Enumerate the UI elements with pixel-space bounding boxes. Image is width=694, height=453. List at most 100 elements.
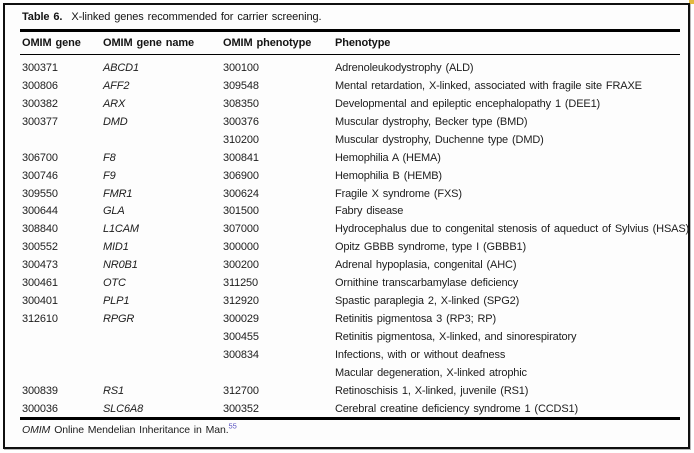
table-row: 300806 AFF2 309548 Mental retardation, X… xyxy=(22,77,680,95)
gene-name-cell: AFF2 xyxy=(103,79,130,92)
omim-gene-cell: 300036 xyxy=(22,402,58,415)
phenotype-cell: Hemophilia B (HEMB) xyxy=(335,169,442,182)
omim-phenotype-cell: 312920 xyxy=(223,295,259,308)
omim-phenotype-cell: 309548 xyxy=(223,79,259,92)
table-row: 300746 F9 306900 Hemophilia B (HEMB) xyxy=(22,167,680,185)
table-row: 310200 Muscular dystrophy, Duchenne type… xyxy=(22,131,680,149)
gene-name-cell: F8 xyxy=(103,151,116,164)
rule-below-header xyxy=(20,54,680,56)
omim-gene-cell: 300552 xyxy=(22,241,58,254)
omim-gene-cell: 308840 xyxy=(22,223,58,236)
omim-phenotype-cell: 300029 xyxy=(223,313,259,326)
phenotype-cell: Retinoschisis 1, X-linked, juvenile (RS1… xyxy=(335,384,529,397)
omim-gene-cell: 300377 xyxy=(22,115,58,128)
footnote-abbrev: OMIM xyxy=(22,424,51,436)
citation-link[interactable]: 55 xyxy=(228,421,237,431)
gene-name-cell: ABCD1 xyxy=(103,61,139,74)
phenotype-cell: Fabry disease xyxy=(335,205,404,218)
omim-phenotype-cell: 312700 xyxy=(223,384,259,397)
column-header-phenotype: Phenotype xyxy=(335,37,391,49)
phenotype-cell: Muscular dystrophy, Duchenne type (DMD) xyxy=(335,133,544,146)
omim-phenotype-cell: 311250 xyxy=(223,277,258,290)
omim-gene-cell: 300461 xyxy=(22,277,58,290)
omim-gene-cell: 300746 xyxy=(22,169,58,182)
phenotype-cell: Adrenoleukodystrophy (ALD) xyxy=(335,61,474,74)
omim-phenotype-cell: 300624 xyxy=(223,187,259,200)
table-row: 300401 PLP1 312920 Spastic paraplegia 2,… xyxy=(22,292,680,310)
omim-gene-cell: 300839 xyxy=(22,384,58,397)
gene-name-cell: L1CAM xyxy=(103,223,139,236)
table-row: 300473 NR0B1 300200 Adrenal hypoplasia, … xyxy=(22,256,680,274)
rule-below-title xyxy=(20,29,680,32)
phenotype-cell: Hydrocephalus due to congenital stenosis… xyxy=(335,223,690,236)
phenotype-cell: Opitz GBBB syndrome, type I (GBBB1) xyxy=(335,241,526,254)
table-row: 300036 SLC6A8 300352 Cerebral creatine d… xyxy=(22,400,680,418)
omim-phenotype-cell: 300455 xyxy=(223,331,259,344)
omim-phenotype-cell: 310200 xyxy=(223,133,259,146)
table-row: 300377 DMD 300376 Muscular dystrophy, Be… xyxy=(22,113,680,131)
phenotype-cell: Adrenal hypoplasia, congenital (AHC) xyxy=(335,259,517,272)
column-header-omim-gene-name: OMIM gene name xyxy=(103,37,195,49)
phenotype-cell: Infections, with or without deafness xyxy=(335,348,506,361)
gene-name-cell: DMD xyxy=(103,115,128,128)
phenotype-cell: Cerebral creatine deficiency syndrome 1 … xyxy=(335,402,578,415)
omim-phenotype-cell: 307000 xyxy=(223,223,259,236)
gene-name-cell: RPGR xyxy=(103,313,135,326)
table-row: 300455 Retinitis pigmentosa, X-linked, a… xyxy=(22,328,680,346)
gene-name-cell: SLC6A8 xyxy=(103,402,144,415)
table-row: 308840 L1CAM 307000 Hydrocephalus due to… xyxy=(22,220,689,238)
gene-name-cell: MID1 xyxy=(103,241,129,254)
phenotype-cell: Developmental and epileptic encephalopat… xyxy=(335,97,601,110)
omim-phenotype-cell: 300100 xyxy=(223,61,259,74)
phenotype-cell: Macular degeneration, X-linked atrophic xyxy=(335,366,527,379)
table-caption: X-linked genes recommended for carrier s… xyxy=(71,11,322,23)
omim-gene-cell: 300806 xyxy=(22,79,58,92)
omim-gene-cell: 300401 xyxy=(22,295,58,308)
gene-name-cell: RS1 xyxy=(103,384,124,397)
table-row: 309550 FMR1 300624 Fragile X syndrome (F… xyxy=(22,185,680,203)
table-row: 312610 RPGR 300029 Retinitis pigmentosa … xyxy=(22,310,680,328)
column-header-omim-gene: OMIM gene xyxy=(22,37,81,49)
footnote-text: Online Mendelian Inheritance in Man. xyxy=(54,424,229,436)
omim-phenotype-cell: 308350 xyxy=(223,97,259,110)
omim-phenotype-cell: 300834 xyxy=(223,348,259,361)
omim-gene-cell: 309550 xyxy=(22,187,58,200)
table-header: OMIM gene OMIM gene name OMIM phenotype … xyxy=(22,35,680,51)
gene-name-cell: ARX xyxy=(103,97,126,110)
table-title: Table 6. X-linked genes recommended for c… xyxy=(22,10,680,24)
phenotype-cell: Ornithine transcarbamylase deficiency xyxy=(335,277,519,290)
omim-gene-cell: 312610 xyxy=(22,313,58,326)
omim-phenotype-cell: 300000 xyxy=(223,241,259,254)
omim-gene-cell: 300473 xyxy=(22,259,58,272)
table-number: Table 6. xyxy=(22,11,63,23)
column-header-omim-phenotype: OMIM phenotype xyxy=(223,37,312,49)
phenotype-cell: Mental retardation, X-linked, associated… xyxy=(335,79,642,92)
gene-name-cell: OTC xyxy=(103,277,126,290)
omim-gene-cell: 300644 xyxy=(22,205,58,218)
table-row: 300461 OTC 311250 Ornithine transcarbamy… xyxy=(22,274,680,292)
table-row: 300839 RS1 312700 Retinoschisis 1, X-lin… xyxy=(22,382,680,400)
phenotype-cell: Hemophilia A (HEMA) xyxy=(335,151,441,164)
phenotype-cell: Fragile X syndrome (FXS) xyxy=(335,187,462,200)
omim-phenotype-cell: 306900 xyxy=(223,169,259,182)
omim-gene-cell: 300371 xyxy=(22,61,58,74)
phenotype-cell: Retinitis pigmentosa, X-linked, and sino… xyxy=(335,331,577,344)
phenotype-cell: Spastic paraplegia 2, X-linked (SPG2) xyxy=(335,295,520,308)
gene-name-cell: FMR1 xyxy=(103,187,133,200)
corner-mark-icon xyxy=(689,0,694,4)
table-row: Macular degeneration, X-linked atrophic xyxy=(22,364,680,382)
omim-phenotype-cell: 300376 xyxy=(223,115,259,128)
omim-phenotype-cell: 300200 xyxy=(223,259,259,272)
table-body: 300371 ABCD1 300100 Adrenoleukodystrophy… xyxy=(22,59,689,418)
omim-phenotype-cell: 300841 xyxy=(223,151,259,164)
table-row: 300382 ARX 308350 Developmental and epil… xyxy=(22,95,680,113)
table-row: 300834 Infections, with or without deafn… xyxy=(22,346,680,364)
phenotype-cell: Muscular dystrophy, Becker type (BMD) xyxy=(335,115,528,128)
omim-phenotype-cell: 301500 xyxy=(223,205,259,218)
gene-name-cell: GLA xyxy=(103,205,125,218)
table-row: 306700 F8 300841 Hemophilia A (HEMA) xyxy=(22,149,680,167)
table-row: 300371 ABCD1 300100 Adrenoleukodystrophy… xyxy=(22,59,680,77)
rule-bottom xyxy=(20,417,680,420)
table-frame: Table 6. X-linked genes recommended for c… xyxy=(3,3,690,449)
